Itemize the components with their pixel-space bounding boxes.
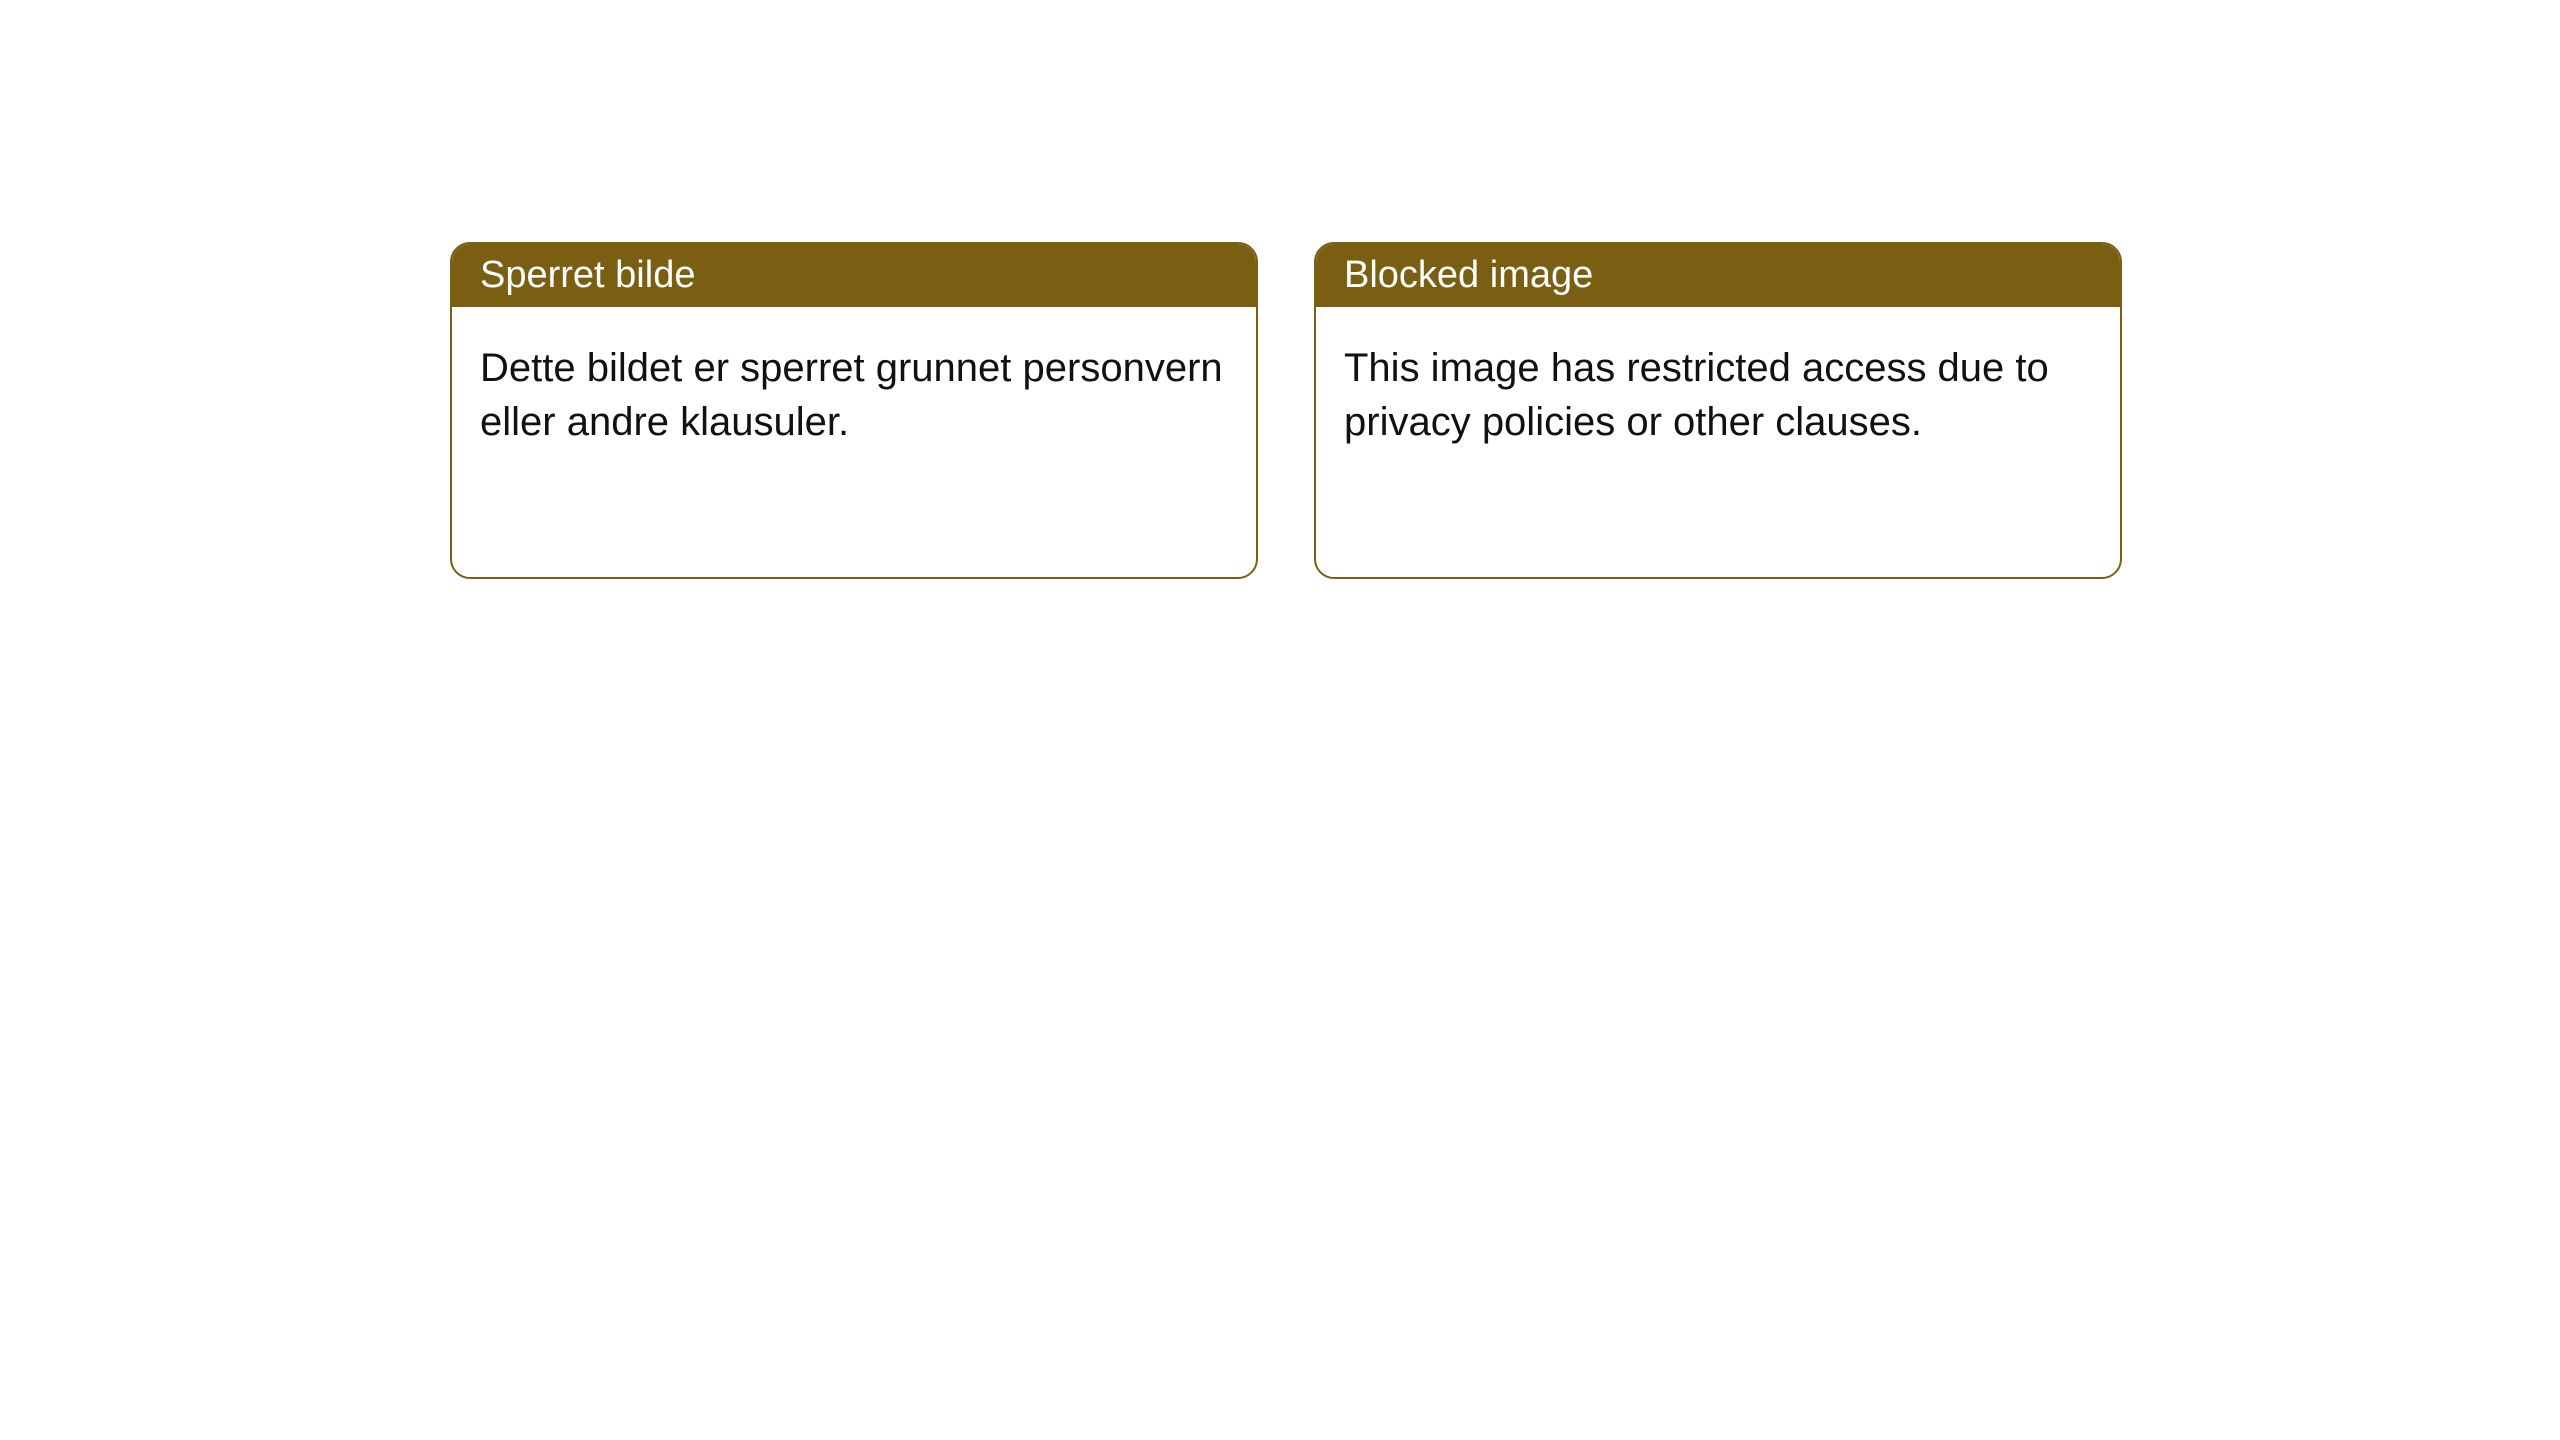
notice-title: Sperret bilde <box>452 244 1256 307</box>
notice-body: Dette bildet er sperret grunnet personve… <box>452 307 1256 577</box>
notice-body: This image has restricted access due to … <box>1316 307 2120 577</box>
notice-box-english: Blocked image This image has restricted … <box>1314 242 2122 579</box>
notice-container: Sperret bilde Dette bildet er sperret gr… <box>0 0 2560 579</box>
notice-box-norwegian: Sperret bilde Dette bildet er sperret gr… <box>450 242 1258 579</box>
notice-title: Blocked image <box>1316 244 2120 307</box>
